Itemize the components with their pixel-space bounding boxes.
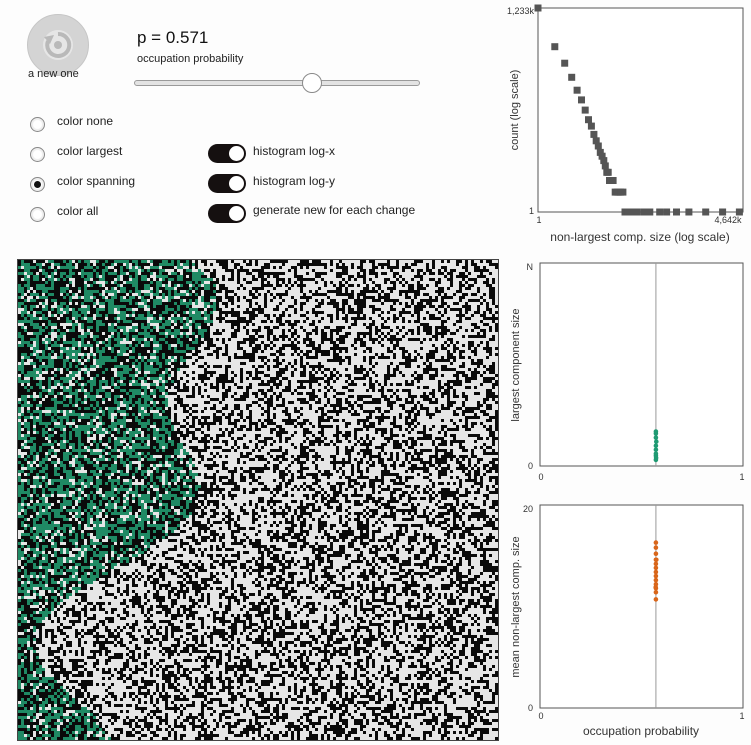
mn-x-tick-right: 1: [739, 711, 744, 721]
hist-point: [633, 208, 641, 216]
hist-point: [590, 130, 598, 138]
mean-nonlargest-chart: 20 0 0 1 occupation probability mean non…: [510, 504, 745, 738]
radio-color-largest-label: color largest: [57, 144, 123, 158]
mn-y-tick-bottom: 0: [528, 703, 533, 713]
radio-color-none-label: color none: [57, 114, 114, 128]
hist-point: [600, 157, 608, 165]
toggle-histogram-log-y[interactable]: [208, 174, 246, 193]
largest-component-point: [653, 435, 659, 440]
hist-x-label: non-largest comp. size (log scale): [550, 230, 729, 244]
hist-x-tick-left: 1: [536, 215, 541, 225]
slider-label: occupation probability: [137, 53, 244, 65]
hist-point: [573, 86, 581, 94]
mean-size-point: [653, 577, 659, 583]
lc-x-tick-right: 1: [739, 472, 744, 482]
mean-size-point: [653, 573, 659, 579]
toggle-histogram-log-x[interactable]: [208, 144, 246, 163]
mn-x-tick-left: 0: [538, 711, 543, 721]
toggle-histogram-log-x-label: histogram log-x: [253, 144, 336, 158]
hist-point: [609, 177, 617, 184]
mean-size-point: [653, 551, 659, 556]
hist-point: [685, 208, 693, 216]
percolation-lattice[interactable]: [17, 259, 499, 741]
radio-color-none[interactable]: [30, 117, 45, 132]
lc-y-tick-bottom: 0: [528, 461, 533, 471]
mean-size-point: [653, 569, 659, 575]
hist-point: [656, 208, 664, 216]
hist-point: [594, 142, 602, 150]
toggle-histogram-log-y-label: histogram log-y: [253, 174, 336, 188]
new-lattice-label: a new one: [28, 68, 79, 80]
toggle-generate-new-label: generate new for each change: [253, 203, 416, 217]
hist-point: [596, 148, 604, 156]
mean-size-point: [653, 584, 658, 590]
mean-size-point: [653, 545, 659, 550]
probability-slider-thumb[interactable]: [302, 73, 323, 93]
hist-point: [598, 152, 606, 160]
hist-point: [561, 59, 569, 67]
hist-point: [735, 208, 743, 216]
hist-x-tick-right: 4,642k: [714, 215, 742, 225]
mean-size-point: [654, 557, 659, 563]
hist-point: [534, 4, 542, 12]
hist-point: [663, 208, 671, 216]
hist-point: [629, 208, 637, 216]
largest-component-point: [653, 451, 659, 457]
radio-color-spanning-label: color spanning: [57, 174, 136, 188]
hist-point: [592, 137, 600, 145]
hist-point: [568, 73, 576, 81]
mean-size-point: [653, 561, 659, 567]
hist-y-tick-top: 1,233k: [507, 6, 535, 16]
radio-color-all-label: color all: [57, 204, 99, 218]
hist-point: [646, 208, 654, 216]
hist-point: [604, 168, 612, 176]
new-lattice-button[interactable]: [27, 14, 89, 76]
probability-slider-track[interactable]: [134, 80, 420, 86]
hist-point: [640, 208, 648, 216]
lc-x-tick-left: 0: [538, 472, 543, 482]
hist-point: [719, 208, 727, 216]
mean-size-point: [653, 565, 659, 571]
radio-color-spanning[interactable]: [30, 177, 45, 192]
hist-y-label: count (log scale): [509, 70, 521, 151]
hist-point: [587, 122, 595, 130]
lc-y-tick-top: N: [527, 262, 534, 272]
hist-point: [578, 96, 585, 104]
hist-point: [581, 106, 589, 114]
mean-size-point: [653, 597, 659, 602]
hist-point: [551, 43, 559, 51]
mn-y-label: mean non-largest comp. size: [510, 536, 522, 677]
hist-point: [585, 116, 592, 124]
hist-point: [601, 162, 609, 170]
lc-y-label: largest component size: [510, 308, 522, 421]
hist-point: [619, 188, 627, 196]
radio-color-all[interactable]: [30, 207, 45, 222]
largest-component-point: [653, 447, 659, 453]
largest-component-point: [653, 455, 659, 461]
mn-y-tick-top: 20: [523, 504, 533, 514]
hist-point: [673, 208, 680, 216]
hist-y-tick-bottom: 1: [529, 206, 534, 216]
radio-color-largest[interactable]: [30, 147, 45, 162]
histogram-chart: 1,233k 1 1 4,642k non-largest comp. size…: [507, 4, 744, 244]
largest-component-point: [653, 443, 659, 448]
largest-component-point: [654, 439, 659, 444]
reset-icon: [43, 30, 73, 60]
largest-component-point: [653, 429, 659, 434]
lattice-canvas[interactable]: [18, 260, 498, 740]
mn-x-label: occupation probability: [583, 724, 699, 738]
largest-component-chart: N 0 0 1 largest component size: [510, 262, 745, 482]
toggle-generate-new[interactable]: [208, 204, 246, 223]
mean-size-point: [653, 540, 659, 545]
hist-point: [702, 208, 710, 216]
mean-size-point: [653, 590, 659, 595]
probability-value: p = 0.571: [137, 28, 209, 47]
